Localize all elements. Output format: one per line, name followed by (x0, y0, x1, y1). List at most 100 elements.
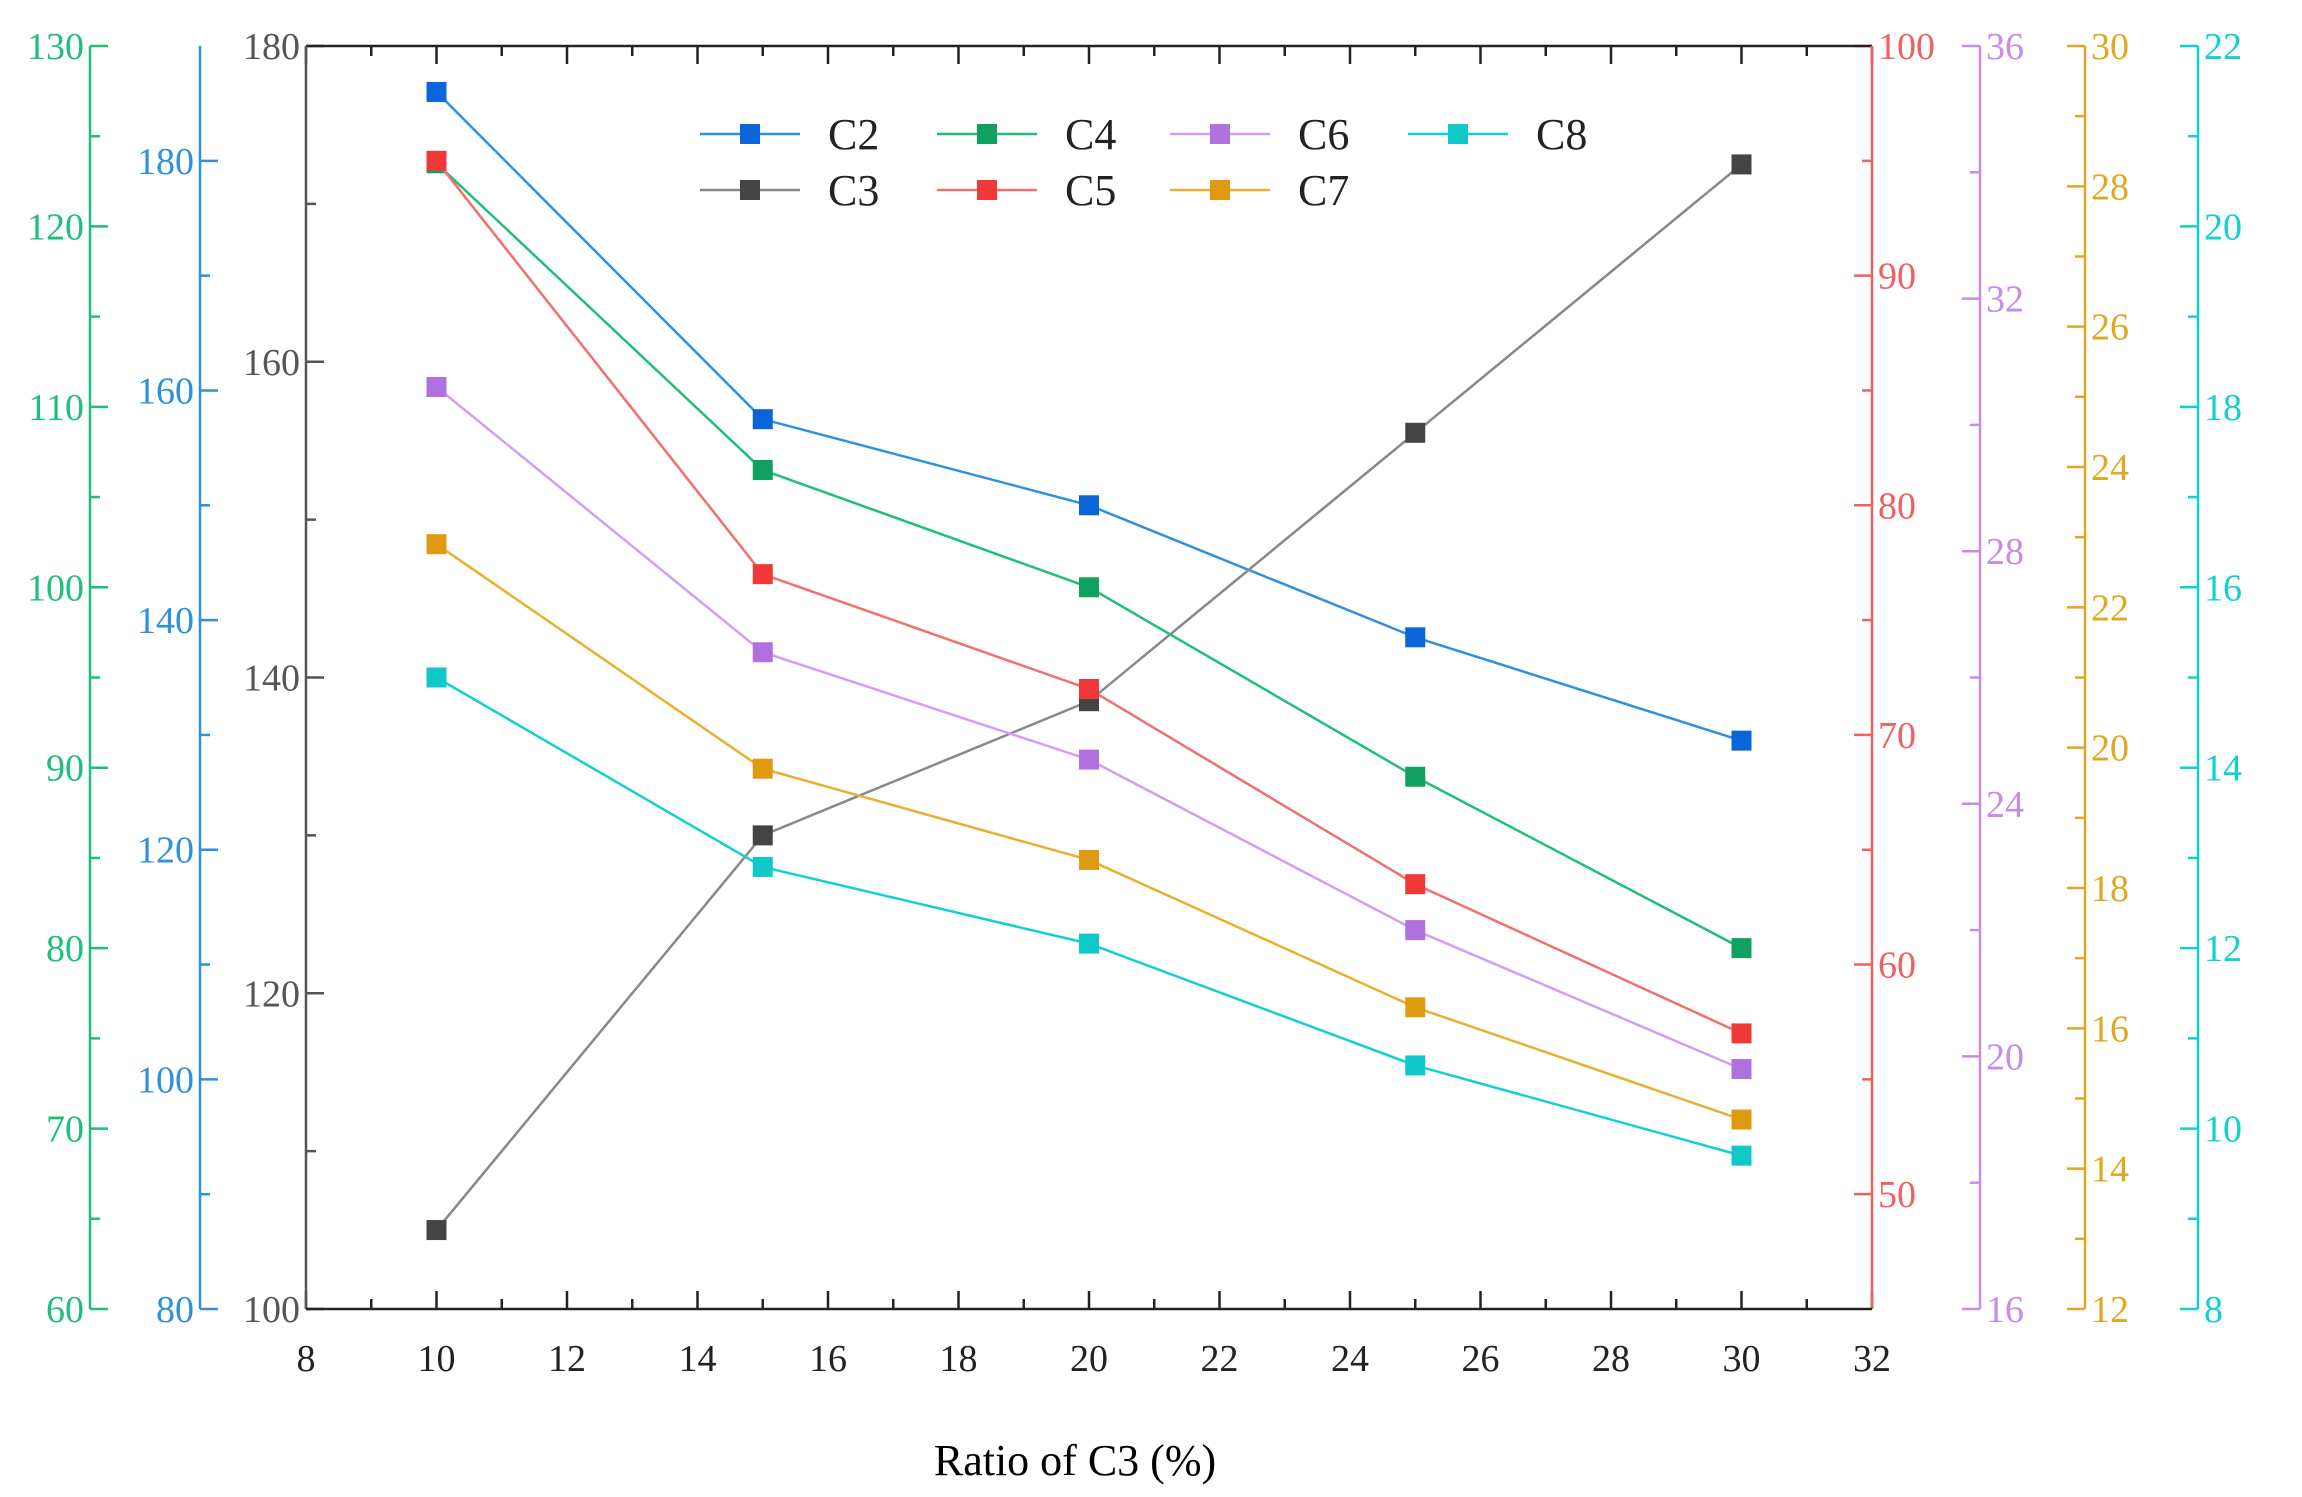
y-tick-label-c4: 90 (46, 748, 84, 790)
y-tick-label-c5: 80 (1878, 485, 1916, 527)
x-tick-label: 18 (940, 1338, 978, 1380)
y-tick-label-c8: 14 (2204, 748, 2242, 790)
y-tick-label-c4: 70 (46, 1109, 84, 1151)
y-tick-label-c2: 140 (137, 600, 194, 642)
data-point-c7 (1405, 997, 1426, 1018)
y-tick-label-c8: 16 (2204, 567, 2242, 609)
y-tick-label-c7: 24 (2091, 447, 2129, 489)
data-point-c8 (426, 667, 447, 688)
legend-item-c3: C3 (700, 166, 879, 215)
y-tick-label-c8: 8 (2204, 1289, 2223, 1331)
y-tick-label-c6: 32 (1986, 279, 2024, 321)
x-tick-label: 12 (548, 1338, 586, 1380)
legend-label: C2 (828, 110, 879, 159)
y-tick-label-c7: 12 (2091, 1289, 2129, 1331)
data-point-c3 (1405, 422, 1426, 443)
x-tick-label: 24 (1331, 1338, 1369, 1380)
series-c7 (426, 534, 1752, 1130)
legend-label: C5 (1065, 166, 1116, 215)
data-point-c2 (1079, 495, 1099, 516)
y-tick-label-c7: 28 (2091, 166, 2129, 208)
series-layer (426, 81, 1752, 1241)
y-tick-label-c4: 130 (27, 26, 84, 68)
y-tick-label-c7: 26 (2091, 307, 2129, 349)
series-c6 (426, 377, 1752, 1080)
y-tick-label-c4: 80 (46, 928, 84, 970)
y-tick-label-c5: 60 (1878, 945, 1916, 987)
legend-item-c8: C8 (1408, 110, 1587, 159)
y-tick-label-c3: 140 (243, 658, 300, 700)
data-point-c3 (752, 825, 773, 846)
data-point-c2 (1731, 730, 1752, 751)
y-tick-label-c7: 16 (2091, 1008, 2129, 1050)
legend-swatch-marker (1448, 124, 1468, 144)
series-c8 (426, 667, 1752, 1166)
x-tick-label: 8 (297, 1338, 316, 1380)
data-point-c4 (752, 460, 773, 481)
series-line-c7 (435, 543, 1742, 1121)
legend-swatch-marker (1210, 124, 1230, 144)
data-point-c3 (1731, 154, 1752, 175)
y-tick-label-c7: 22 (2091, 587, 2129, 629)
data-point-c5 (1731, 1023, 1752, 1044)
data-point-c5 (1405, 874, 1426, 895)
y-tick-label-c2: 100 (137, 1059, 194, 1101)
y-axis-c8: 8 10 12 14 16 18 20 22 (2180, 26, 2242, 1331)
x-tick-label: 14 (679, 1338, 717, 1380)
data-point-c2 (426, 81, 447, 102)
y-tick-label-c8: 20 (2204, 206, 2242, 248)
y-tick-label-c3: 180 (243, 26, 300, 68)
data-point-c6 (1405, 920, 1426, 941)
data-point-c8 (1731, 1145, 1752, 1166)
y-axis-c4: 60 70 80 90 100 110 120 130 (27, 26, 108, 1331)
data-point-c6 (1079, 749, 1099, 770)
data-point-c5 (1079, 678, 1099, 699)
y-tick-label-c8: 12 (2204, 928, 2242, 970)
data-point-c8 (1079, 933, 1099, 954)
y-axis-c7: 12 14 16 18 20 22 24 26 28 30 (2067, 26, 2129, 1331)
x-axis-title: Ratio of C3 (%) (934, 1436, 1216, 1485)
y-tick-label-c8: 22 (2204, 26, 2242, 68)
plot-frame (304, 44, 1874, 1311)
y-tick-label-c6: 24 (1986, 784, 2024, 826)
series-c5 (426, 150, 1752, 1044)
y-axis-c6: 16 20 24 28 32 36 (1962, 26, 2024, 1331)
x-tick-label: 30 (1723, 1338, 1761, 1380)
data-point-c3 (426, 1220, 447, 1241)
series-c4 (426, 153, 1752, 959)
y-tick-label-c2: 180 (137, 141, 194, 183)
legend-item-c2: C2 (700, 110, 879, 159)
legend-swatch-marker (740, 124, 760, 144)
y-axis-c5: 50 60 70 80 90 100 (1854, 26, 1935, 1216)
legend-label: C3 (828, 166, 879, 215)
data-point-c7 (1731, 1109, 1752, 1130)
y-tick-label-c5: 100 (1878, 26, 1935, 68)
x-tick-label: 22 (1201, 1338, 1239, 1380)
y-axis-c3: 100 120 140 160 180 (243, 26, 324, 1331)
legend-label: C7 (1298, 166, 1349, 215)
y-tick-label-c5: 50 (1878, 1174, 1916, 1216)
data-point-c4 (1079, 577, 1099, 598)
x-tick-label: 32 (1853, 1338, 1891, 1380)
y-tick-label-c7: 20 (2091, 728, 2129, 770)
y-tick-label-c8: 18 (2204, 387, 2242, 429)
y-axis-c2: 80 100 120 140 160 180 (137, 46, 218, 1331)
data-point-c6 (752, 642, 773, 663)
legend-item-c5: C5 (937, 166, 1116, 215)
legend-item-c4: C4 (937, 110, 1116, 159)
y-tick-label-c8: 10 (2204, 1109, 2242, 1151)
legend-label: C4 (1065, 110, 1116, 159)
data-point-c5 (426, 150, 447, 171)
x-axis: 8 10 12 14 16 18 20 22 24 26 28 30 32 (297, 46, 1891, 1380)
legend-swatch-marker (977, 124, 997, 144)
data-point-c7 (1079, 849, 1099, 870)
legend-swatch-marker (977, 180, 997, 200)
y-tick-label-c6: 36 (1986, 26, 2024, 68)
y-tick-label-c7: 30 (2091, 26, 2129, 68)
y-tick-label-c7: 14 (2091, 1149, 2129, 1191)
series-line-c4 (435, 162, 1743, 950)
right-y-axes: 50 60 70 80 90 100 16 20 24 28 32 36 12 14 16 18 20 22 24 2… (1854, 26, 2242, 1331)
legend-label: C6 (1298, 110, 1349, 159)
y-tick-label-c2: 160 (137, 370, 194, 412)
